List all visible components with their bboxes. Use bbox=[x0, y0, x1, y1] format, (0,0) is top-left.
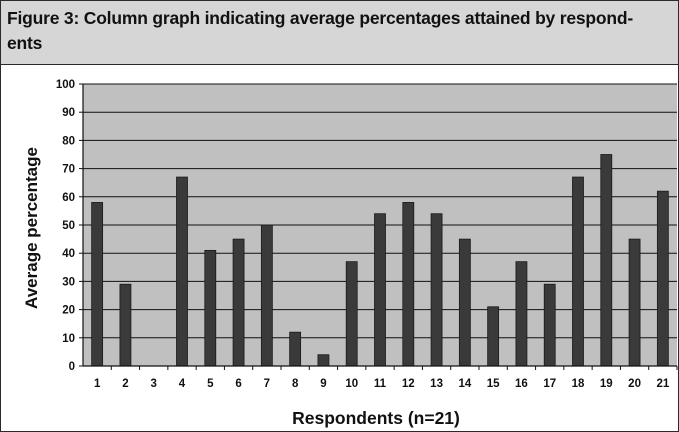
bar-respondent-5 bbox=[204, 249, 217, 367]
bars bbox=[91, 154, 669, 367]
x-tick-label: 1 bbox=[94, 378, 101, 390]
y-tick-label: 0 bbox=[69, 361, 75, 373]
x-tick-label: 17 bbox=[543, 378, 556, 390]
x-tick-label: 9 bbox=[320, 378, 326, 390]
bar-respondent-18 bbox=[572, 176, 584, 367]
x-tick-label: 12 bbox=[402, 378, 415, 390]
x-tick-label: 19 bbox=[600, 378, 613, 390]
x-tick-label: 21 bbox=[656, 378, 669, 390]
x-tick-label: 18 bbox=[572, 378, 585, 390]
bar-respondent-15 bbox=[487, 306, 500, 367]
bar-respondent-19 bbox=[600, 154, 613, 367]
y-tick-label: 30 bbox=[62, 276, 75, 288]
y-tick-label: 40 bbox=[62, 248, 75, 260]
x-tick-label: 4 bbox=[179, 378, 186, 390]
figure-header: Figure 3: Column graph indicating averag… bbox=[1, 1, 678, 65]
y-axis-title: Average percentage bbox=[22, 147, 41, 309]
y-tick-label: 90 bbox=[62, 107, 75, 119]
bar-respondent-13 bbox=[430, 213, 443, 367]
x-tick-label: 11 bbox=[374, 378, 387, 390]
y-tick-label: 50 bbox=[62, 220, 75, 232]
y-tick-label: 70 bbox=[62, 164, 75, 176]
x-tick-labels: 1 2 3 4 5 6 7 8 9 10 11 12 13 14 15 16 17 18 19 20 21 bbox=[94, 378, 670, 390]
x-tick-label: 16 bbox=[515, 378, 528, 390]
x-tick-label: 8 bbox=[292, 378, 299, 390]
x-tick-label: 7 bbox=[264, 378, 270, 390]
x-axis-title: Respondents (n=21) bbox=[292, 408, 460, 428]
x-tick-label: 20 bbox=[628, 378, 641, 390]
axes bbox=[79, 83, 678, 370]
bar-respondent-7 bbox=[260, 224, 273, 367]
bar-respondent-4 bbox=[176, 176, 188, 367]
bar-respondent-11 bbox=[374, 213, 386, 367]
bar-respondent-1 bbox=[91, 202, 104, 367]
x-tick-label: 2 bbox=[122, 378, 128, 390]
bar-respondent-14 bbox=[458, 238, 471, 367]
y-tick-label: 20 bbox=[62, 305, 75, 317]
bar-respondent-21 bbox=[656, 190, 669, 367]
x-tick-label: 6 bbox=[235, 378, 241, 390]
y-tick-label: 10 bbox=[62, 333, 75, 345]
x-tick-label: 13 bbox=[430, 378, 443, 390]
y-tick-label: 100 bbox=[56, 79, 75, 91]
bar-respondent-20 bbox=[628, 238, 641, 367]
y-tick-label: 80 bbox=[62, 135, 75, 147]
y-tick-labels: 0 10 20 30 40 50 60 70 80 90 100 bbox=[56, 79, 75, 373]
bar-respondent-9 bbox=[317, 354, 330, 367]
bar-respondent-8 bbox=[289, 331, 302, 367]
bar-respondent-6 bbox=[232, 238, 245, 367]
bar-respondent-2 bbox=[119, 283, 132, 367]
bar-respondent-17 bbox=[543, 283, 556, 367]
bar-respondent-16 bbox=[515, 261, 528, 367]
x-tick-label: 15 bbox=[487, 378, 500, 390]
bar-respondent-12 bbox=[402, 202, 415, 367]
figure-title: Figure 3: Column graph indicating averag… bbox=[7, 8, 634, 53]
y-tick-label: 60 bbox=[62, 192, 75, 204]
x-tick-label: 5 bbox=[207, 378, 214, 390]
x-tick-label: 14 bbox=[458, 378, 471, 390]
x-tick-label: 10 bbox=[345, 378, 358, 390]
x-tick-label: 3 bbox=[151, 378, 157, 390]
bar-respondent-10 bbox=[345, 261, 358, 367]
